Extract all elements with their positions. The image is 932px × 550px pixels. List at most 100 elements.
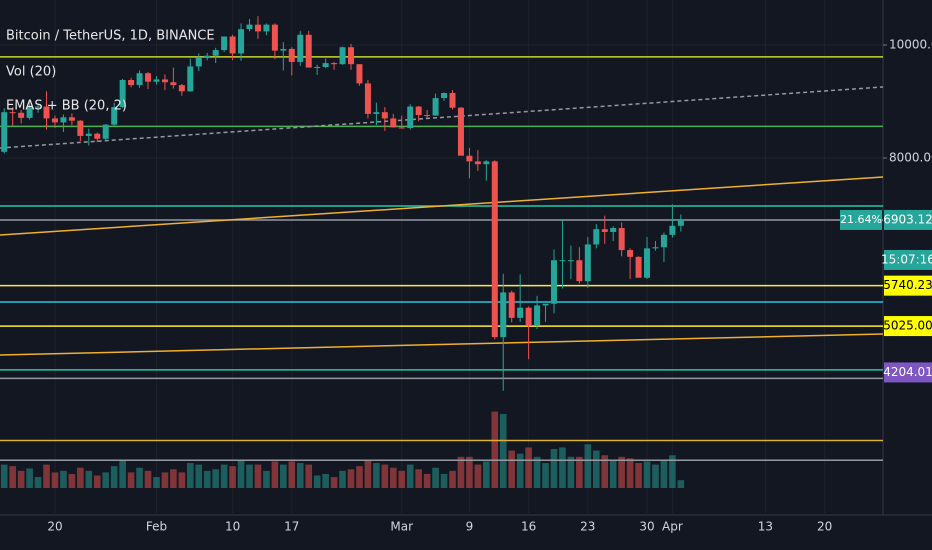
candle-body xyxy=(111,107,118,125)
volume-bar xyxy=(288,461,296,488)
volume-bar xyxy=(119,460,126,488)
candle-body xyxy=(280,48,287,51)
candle-body xyxy=(35,106,42,108)
candle-body xyxy=(610,228,617,232)
candle-body xyxy=(305,34,312,68)
x-tick-label: 9 xyxy=(466,520,474,534)
candle-body xyxy=(170,82,177,86)
volume-bar xyxy=(364,459,372,488)
candle-body xyxy=(576,260,583,282)
volume-bar xyxy=(178,472,186,488)
volume-bar xyxy=(9,466,16,488)
candle-body xyxy=(373,112,380,114)
price-tag xyxy=(884,362,932,383)
volume-bar xyxy=(60,470,67,488)
candle-body xyxy=(660,234,667,248)
volume-bar xyxy=(643,461,651,488)
volume-bar xyxy=(373,463,380,488)
y-tick-label: 8000.00 xyxy=(889,150,932,164)
plot: 20 Feb 10 17 Mar 9 16 23 30 Apr 13 20 10000.00 8000.0… xyxy=(0,0,932,534)
x-tick-label: Feb xyxy=(146,520,167,534)
x-tick-label: 20 xyxy=(47,520,62,534)
volume-bar xyxy=(474,464,482,488)
candle-body xyxy=(68,117,75,121)
volume-bar xyxy=(102,472,110,488)
x-tick-label: 23 xyxy=(580,520,595,534)
volume-bar xyxy=(618,456,625,488)
volume-bar xyxy=(483,461,490,488)
volume-bar xyxy=(576,456,583,488)
x-tick-label: 30 xyxy=(639,520,654,534)
volume-bar xyxy=(601,455,609,488)
volume-bar xyxy=(187,463,194,488)
candle-body xyxy=(567,260,574,262)
volume-bar xyxy=(296,463,304,488)
candle-body xyxy=(466,155,473,162)
candle-body xyxy=(491,161,498,338)
volume-bar xyxy=(559,447,566,488)
candle-body xyxy=(60,117,67,123)
volume-bar xyxy=(525,447,532,488)
volume-bar xyxy=(347,469,355,488)
volume-bar xyxy=(466,456,473,488)
y-tick-label: 10000.00 xyxy=(889,37,932,51)
volume-bar xyxy=(246,464,253,488)
candle-body xyxy=(145,73,152,82)
volume-bar xyxy=(271,461,279,488)
candle-body xyxy=(618,228,625,251)
volume-bar xyxy=(110,466,118,488)
candle-body xyxy=(500,292,507,338)
x-tick-label: 10 xyxy=(225,520,240,534)
candle-body xyxy=(364,83,371,114)
countdown-tag xyxy=(884,249,932,270)
candle-body xyxy=(559,260,566,262)
candle-body xyxy=(153,79,160,82)
volume-bar xyxy=(533,456,541,488)
candle-body xyxy=(381,112,388,119)
candle-body xyxy=(43,106,50,119)
volume-bar xyxy=(491,411,499,488)
volume-bar xyxy=(195,464,203,488)
volume-bar xyxy=(457,456,465,488)
volume-bar xyxy=(263,470,270,488)
x-tick-label: Apr xyxy=(662,520,683,534)
trend-line xyxy=(0,86,884,149)
candle-body xyxy=(128,80,135,86)
indicator-label: EMAS + BB (20, 2) xyxy=(6,99,127,114)
volume-bar xyxy=(153,477,160,488)
candle-body xyxy=(18,112,25,118)
candle-body xyxy=(339,47,346,65)
candle-body xyxy=(601,229,608,232)
volume-bar xyxy=(339,470,346,488)
candle-body xyxy=(195,57,202,67)
x-tick-label: 16 xyxy=(521,520,536,534)
candle-body xyxy=(271,24,278,51)
candle-body xyxy=(322,63,329,68)
candle-body xyxy=(449,92,456,108)
volume-bar xyxy=(432,467,439,488)
volume-bar xyxy=(93,475,101,488)
volume-bar xyxy=(389,467,397,488)
candle-body xyxy=(508,292,515,318)
candle-body xyxy=(474,161,481,165)
candle-body xyxy=(457,107,464,156)
candle-body xyxy=(584,244,591,282)
candle-body xyxy=(534,305,541,326)
volume-bar xyxy=(381,464,389,488)
volume-bar xyxy=(550,449,558,488)
volume-bar xyxy=(220,464,228,488)
candle-body xyxy=(85,133,92,136)
volume-bar xyxy=(0,464,8,488)
volume-bar xyxy=(68,473,76,488)
candle-body xyxy=(136,73,143,86)
candle-body xyxy=(398,127,405,129)
candle-body xyxy=(221,36,228,51)
candle-body xyxy=(263,24,270,32)
volume-bar xyxy=(77,467,84,488)
candle-body xyxy=(51,118,58,123)
candle-body xyxy=(441,92,448,99)
candle-body xyxy=(483,161,490,165)
volume-bar xyxy=(652,464,659,488)
volume-bar xyxy=(17,470,25,488)
